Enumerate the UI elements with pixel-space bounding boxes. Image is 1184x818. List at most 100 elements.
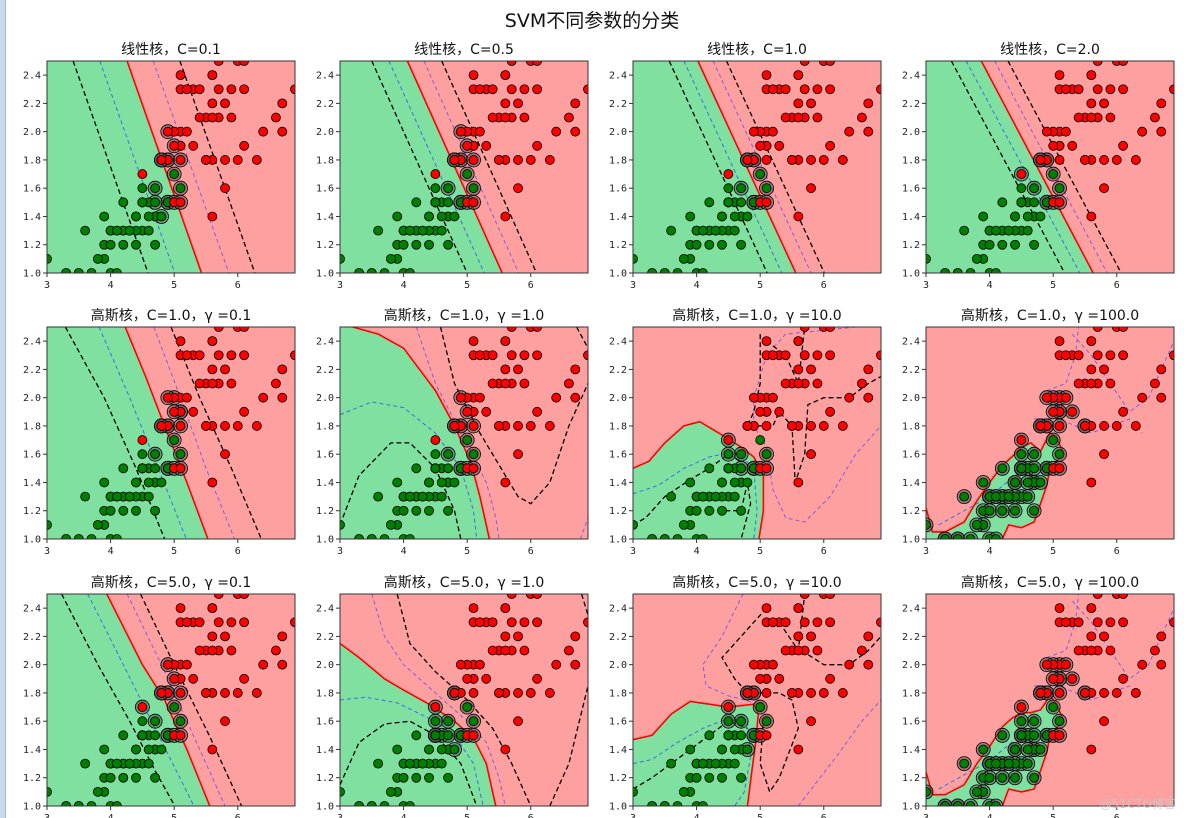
red-data-point <box>863 98 874 109</box>
red-data-point <box>1137 126 1148 137</box>
y-tick-label: 1.2 <box>316 240 334 251</box>
red-data-point <box>761 70 772 81</box>
red-data-point <box>239 673 250 684</box>
green-data-point <box>666 225 677 236</box>
green-data-point <box>156 477 167 488</box>
red-data-point <box>519 112 530 123</box>
red-data-point <box>793 744 804 755</box>
green-data-point <box>398 239 409 250</box>
red-data-point <box>761 197 772 208</box>
x-tick-label: 3 <box>923 813 929 818</box>
y-tick-label: 1.0 <box>316 269 334 280</box>
y-tick-label: 1.4 <box>902 212 920 223</box>
y-tick-label: 1.0 <box>609 802 627 813</box>
red-data-point <box>774 140 785 151</box>
x-tick-label: 5 <box>171 546 177 557</box>
red-data-point <box>468 463 479 474</box>
green-data-point <box>710 758 721 769</box>
y-tick-label: 1.2 <box>609 506 627 517</box>
red-data-point <box>1035 421 1046 431</box>
y-tick-label: 2.0 <box>609 127 627 138</box>
green-data-point <box>131 239 141 250</box>
green-data-point <box>742 211 753 222</box>
red-data-point <box>837 155 848 165</box>
axes-frame <box>632 60 882 274</box>
green-data-point <box>80 491 91 502</box>
y-tick-label: 2.0 <box>23 127 41 138</box>
y-tick-label: 1.8 <box>902 421 920 432</box>
blue-dash-margin-contour <box>99 61 176 273</box>
green-data-point <box>1048 435 1059 445</box>
red-data-point <box>239 406 250 417</box>
red-data-point <box>487 350 498 361</box>
green-data-point <box>971 519 982 530</box>
red-data-point <box>1048 406 1059 417</box>
blue-dash-margin-contour <box>98 327 187 539</box>
subplot-4: 线性核，C=2.0 3 4 5 6 1.0 1.2 1.4 1.6 1.8 2.0 2.2 2.4 <box>902 42 1175 291</box>
green-data-point <box>405 801 415 806</box>
y-tick-label: 1.8 <box>316 688 334 699</box>
red-data-point <box>570 98 581 109</box>
red-data-point <box>156 421 167 431</box>
red-data-point <box>551 659 562 670</box>
red-data-point <box>780 112 791 123</box>
red-data-point <box>532 84 543 95</box>
red-data-point <box>761 603 772 614</box>
green-data-point <box>978 744 989 755</box>
purple-dash-margin-contour <box>712 61 812 273</box>
green-data-point <box>424 744 434 755</box>
red-data-point <box>767 392 778 403</box>
x-tick-label: 4 <box>987 546 993 557</box>
red-data-point <box>857 112 867 123</box>
green-data-point <box>997 505 1008 516</box>
x-tick-label: 3 <box>44 280 50 291</box>
x-tick-label: 4 <box>987 280 993 291</box>
red-data-point <box>481 140 492 151</box>
green-data-point <box>1022 491 1033 502</box>
y-tick-label: 1.8 <box>23 688 41 699</box>
red-data-point <box>226 84 237 95</box>
green-data-point <box>984 772 995 783</box>
red-data-point <box>793 603 804 614</box>
y-tick-label: 2.2 <box>902 632 920 643</box>
red-data-point <box>544 688 555 698</box>
red-data-point <box>513 364 523 375</box>
red-data-point <box>513 449 523 460</box>
red-data-point <box>1086 631 1097 642</box>
red-data-point <box>474 350 485 361</box>
red-data-point <box>525 155 536 165</box>
green-data-point <box>761 449 772 460</box>
red-data-point <box>755 406 766 417</box>
y-tick-label: 1.4 <box>902 478 920 489</box>
red-data-point <box>825 406 836 417</box>
x-tick-label: 5 <box>757 280 763 291</box>
subplot-11: 高斯核，C=5.0，γ =10.0 3 4 5 6 1.0 1.2 1.4 1.6 1.8 2.0 2… <box>609 574 882 818</box>
red-data-point <box>793 112 804 123</box>
y-tick-label: 1.6 <box>902 717 920 728</box>
red-data-point <box>220 688 230 698</box>
red-data-point <box>175 155 186 165</box>
green-data-point <box>92 519 103 530</box>
red-data-point <box>277 392 288 403</box>
red-data-point <box>825 327 836 332</box>
green-data-point <box>398 505 409 516</box>
red-data-point <box>1086 645 1097 656</box>
red-data-point <box>1073 378 1084 389</box>
red-data-point <box>1041 126 1052 137</box>
green-data-point <box>124 491 135 502</box>
red-data-point <box>742 155 753 165</box>
purple-dash-margin-contour <box>797 699 881 806</box>
y-tick-label: 2.0 <box>902 660 920 671</box>
red-data-point <box>1092 327 1103 332</box>
x-tick-label: 4 <box>987 813 993 818</box>
green-data-point <box>717 211 727 222</box>
red-data-point <box>430 435 441 445</box>
y-tick-label: 1.8 <box>609 421 627 432</box>
red-data-point <box>767 126 778 137</box>
green-data-point <box>1016 463 1027 474</box>
green-data-point <box>1016 449 1027 460</box>
red-data-point <box>474 126 485 137</box>
green-data-point <box>717 505 727 516</box>
red-data-point <box>271 645 281 656</box>
green-data-point <box>150 730 161 741</box>
